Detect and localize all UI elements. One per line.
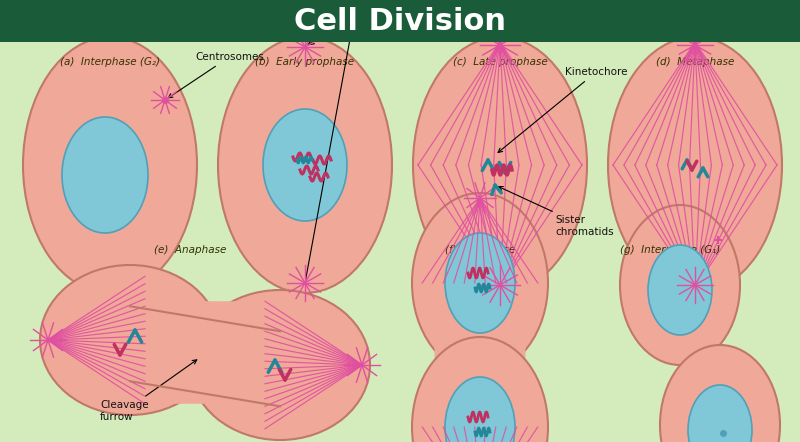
- Text: Sister
chromatids: Sister chromatids: [498, 187, 614, 237]
- Text: Kinetochore: Kinetochore: [498, 67, 627, 152]
- Ellipse shape: [412, 193, 548, 373]
- Ellipse shape: [620, 205, 740, 365]
- Ellipse shape: [445, 377, 515, 442]
- Ellipse shape: [660, 345, 780, 442]
- Ellipse shape: [263, 109, 347, 221]
- Bar: [0, 0, 800, 42]
- Ellipse shape: [62, 117, 148, 233]
- FancyBboxPatch shape: [434, 329, 526, 381]
- Ellipse shape: [23, 37, 197, 293]
- Text: (a)  Interphase (G₂): (a) Interphase (G₂): [60, 57, 160, 67]
- Text: Spindle poles: Spindle poles: [357, 0, 427, 7]
- Text: (c)  Late prophase: (c) Late prophase: [453, 57, 547, 67]
- Text: Centrosomes: Centrosomes: [168, 52, 264, 98]
- Text: Cleavage
furrow: Cleavage furrow: [100, 360, 197, 422]
- Text: Cell Division: Cell Division: [294, 7, 506, 35]
- Ellipse shape: [190, 290, 370, 440]
- Ellipse shape: [445, 233, 515, 333]
- Text: (e)  Anaphase: (e) Anaphase: [154, 245, 226, 255]
- Ellipse shape: [688, 385, 752, 442]
- Ellipse shape: [648, 245, 712, 335]
- Ellipse shape: [412, 337, 548, 442]
- Text: (b)  Early prophase: (b) Early prophase: [255, 57, 354, 67]
- Ellipse shape: [608, 37, 782, 293]
- Text: (g)  Interphase (G₁): (g) Interphase (G₁): [620, 245, 720, 255]
- Ellipse shape: [413, 37, 587, 293]
- Ellipse shape: [218, 37, 392, 293]
- Text: (d)  Metaphase: (d) Metaphase: [656, 57, 734, 67]
- Text: (f)  Telophase: (f) Telophase: [445, 245, 515, 255]
- Ellipse shape: [40, 265, 220, 415]
- FancyBboxPatch shape: [120, 301, 290, 404]
